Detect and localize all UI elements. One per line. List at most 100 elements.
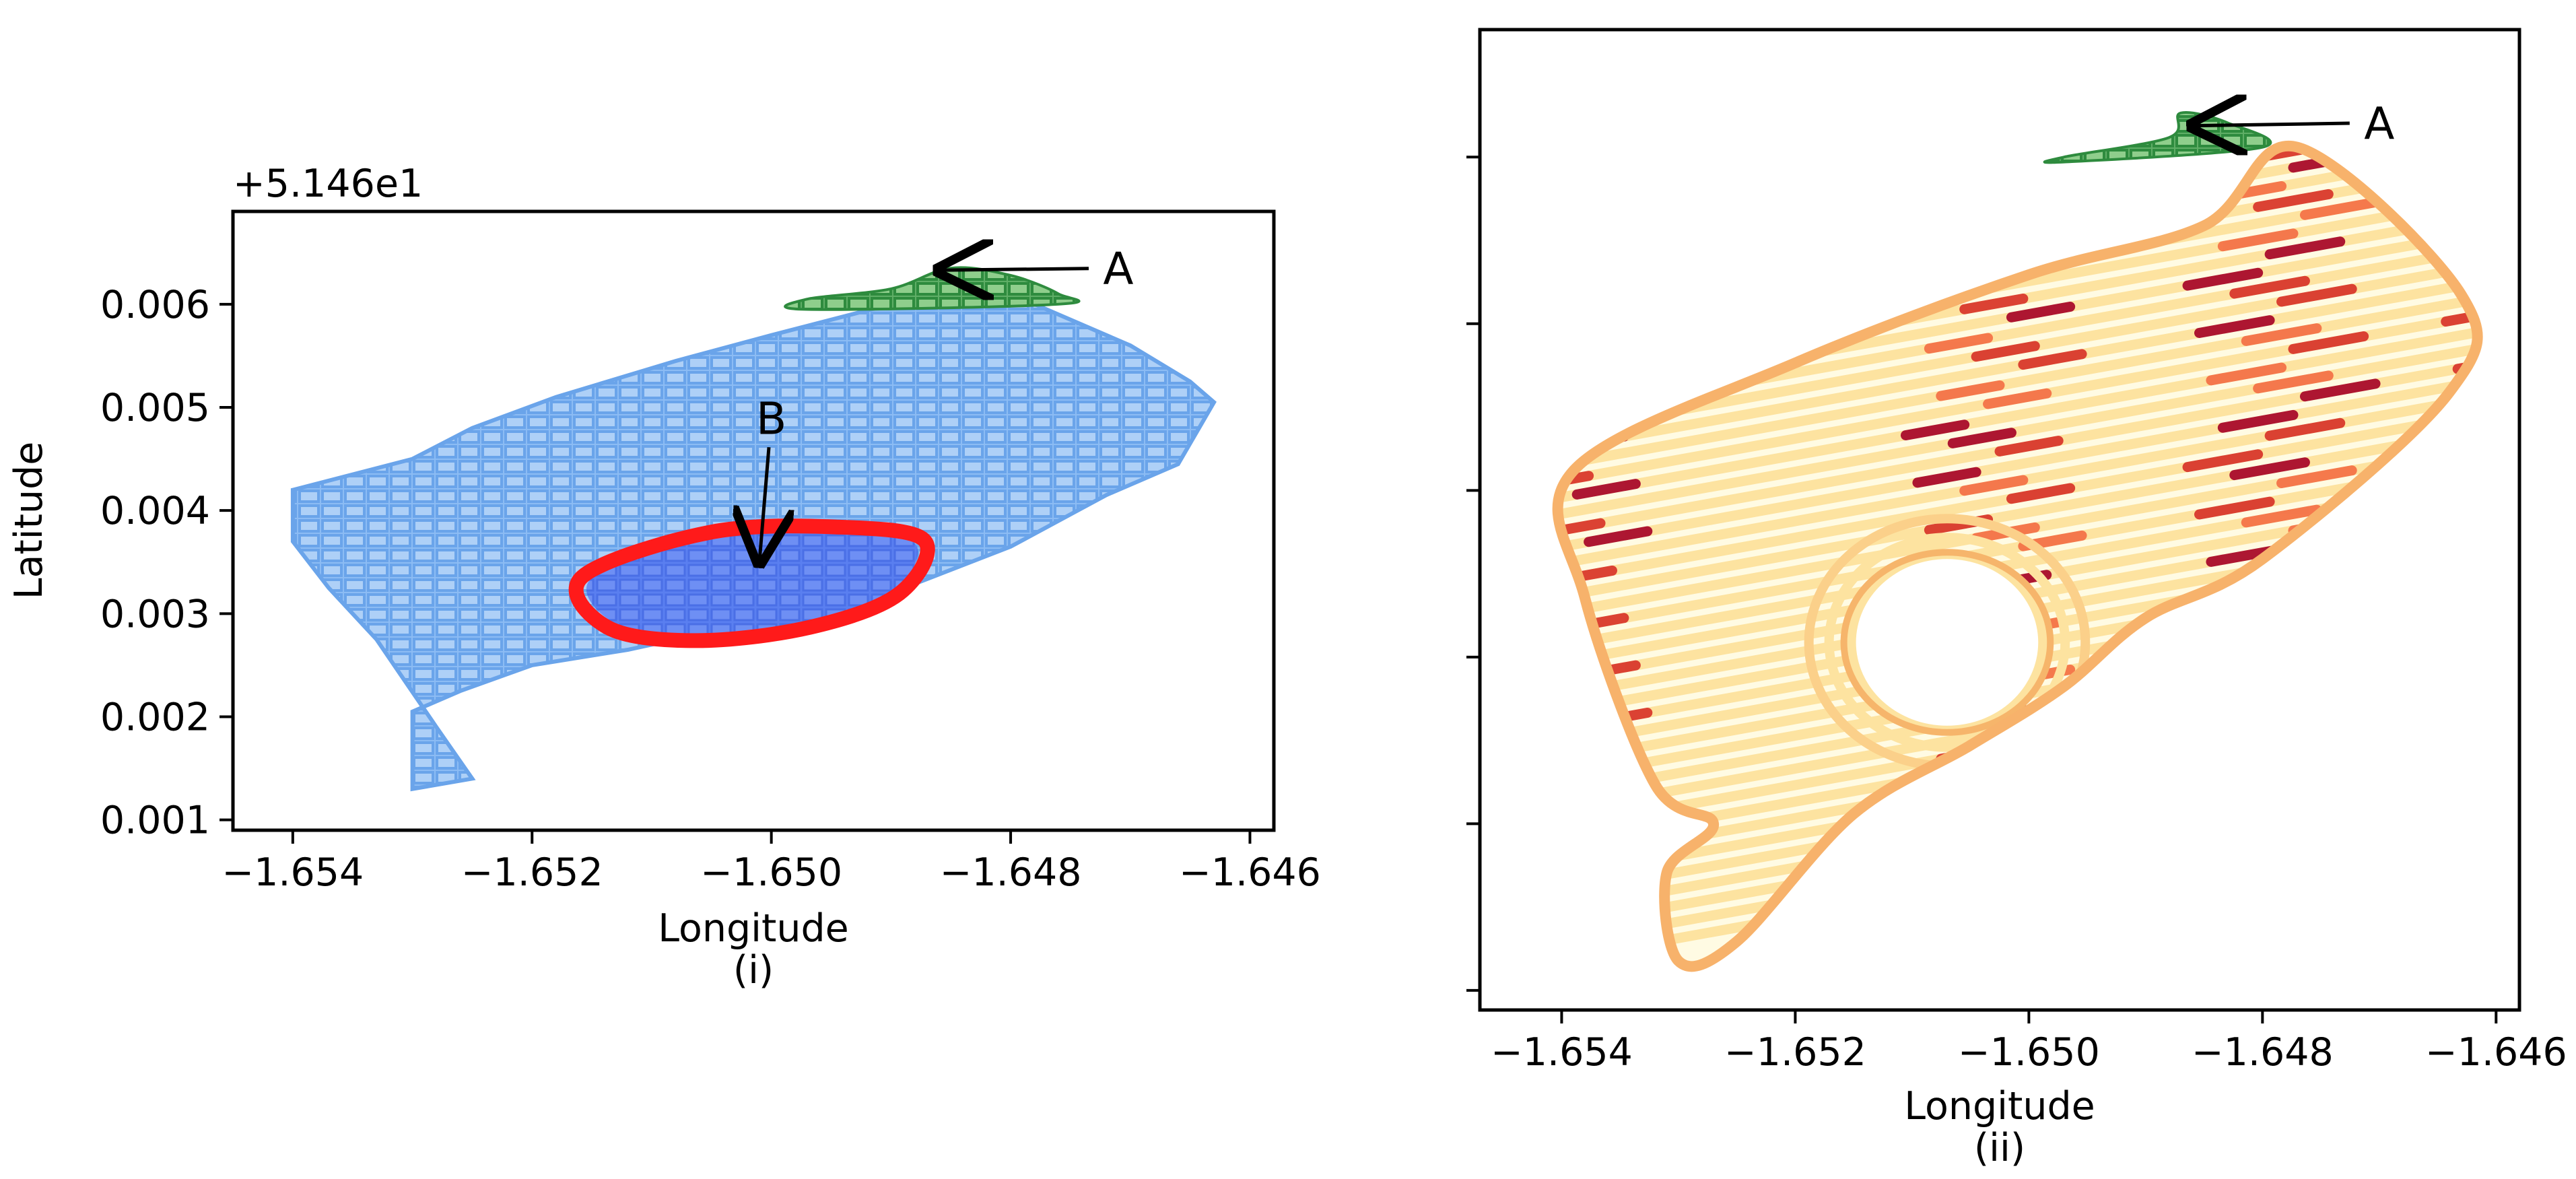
pass-segment xyxy=(2264,599,2346,623)
pass-segment xyxy=(1900,419,1970,440)
pass-segment xyxy=(1557,423,1582,444)
pass-segment xyxy=(1557,510,1559,531)
pass-segment xyxy=(2552,562,2575,566)
pass-segment xyxy=(1947,246,2016,267)
hole-no-crop xyxy=(1856,559,2039,726)
pass-segment xyxy=(1565,73,1624,84)
annotation-label: B xyxy=(756,393,786,444)
pass-segment xyxy=(2528,645,2575,654)
pass-segment xyxy=(2276,465,2357,488)
pass-segment xyxy=(1571,297,1641,318)
pass-segment xyxy=(1936,199,2005,220)
pass-segment xyxy=(2258,13,2329,26)
pass-segment xyxy=(1971,341,2040,362)
pass-segment xyxy=(2516,51,2575,62)
pass-segment xyxy=(2528,100,2575,109)
pass-segment xyxy=(2563,612,2575,614)
pass-segment xyxy=(2241,323,2322,346)
pass-segment xyxy=(2264,780,2346,804)
pass-segment xyxy=(2452,716,2478,737)
pass-segment xyxy=(2299,378,2381,402)
pass-line xyxy=(1557,145,2478,216)
pass-line xyxy=(1557,145,2478,166)
panel-i-offset-text: +5.146e1 xyxy=(233,162,423,206)
pass-segment xyxy=(2194,496,2275,520)
pass-segment xyxy=(1557,242,1582,263)
pass-segment xyxy=(2253,189,2334,212)
pass-segment xyxy=(1988,30,2047,41)
headland-outer xyxy=(1552,140,2483,972)
pass-segment xyxy=(2299,560,2381,583)
pass-segment xyxy=(2270,60,2340,73)
pass-segment xyxy=(2452,172,2478,193)
pass-segment xyxy=(2476,448,2478,469)
pass-segment xyxy=(2552,199,2575,203)
pass-line xyxy=(1413,0,2576,79)
pass-segment xyxy=(1557,384,1617,405)
pass-segment xyxy=(1584,526,1653,547)
x-tick-label: −1.652 xyxy=(461,850,603,895)
pass-segment xyxy=(2182,812,2264,836)
annotation-arrow xyxy=(759,446,769,562)
pass-segment xyxy=(1571,479,1641,500)
pass-segment xyxy=(2188,92,2258,104)
pass-segment xyxy=(2206,725,2287,749)
pass-segment xyxy=(1557,337,1606,358)
pass-segment xyxy=(2516,232,2575,243)
pass-segment xyxy=(2241,504,2322,528)
pass-segment xyxy=(2299,197,2381,220)
pass-segment xyxy=(1530,113,1588,124)
pass-segment xyxy=(2264,236,2346,260)
pass-segment xyxy=(2563,430,2575,432)
pass-segment xyxy=(1557,920,1571,941)
pass-segment xyxy=(1483,286,1542,297)
pass-segment xyxy=(2516,414,2575,425)
pass-line xyxy=(1557,720,2478,942)
panel-ii-caption: (ii) xyxy=(1974,1126,2025,1170)
pass-segment xyxy=(2206,362,2287,386)
pass-segment xyxy=(2540,513,2575,519)
y-tick-label: 0.001 xyxy=(100,799,210,843)
annotation-a: A xyxy=(939,243,1134,295)
pass-segment xyxy=(1557,739,1571,760)
x-tick-label: −1.650 xyxy=(1958,1030,2100,1075)
pass-segment xyxy=(2276,283,2357,307)
pass-segment xyxy=(1571,842,1641,863)
pass-segment xyxy=(2493,137,2551,148)
pass-segment xyxy=(2018,712,2087,733)
pass-segment xyxy=(2505,366,2563,377)
pass-segment xyxy=(2552,744,2575,748)
pass-segment xyxy=(2299,741,2381,765)
pass-segment xyxy=(1584,889,1653,910)
pass-segment xyxy=(1483,468,1542,479)
pass-segment xyxy=(2481,90,2540,101)
annotation-b: B xyxy=(756,393,786,562)
pass-segment xyxy=(1557,147,1559,168)
pass-segment xyxy=(2441,487,2478,508)
pass-segment xyxy=(2452,535,2478,555)
panel-ii-x-label: Longitude xyxy=(1904,1084,2095,1129)
panel-i-x-label: Longitude xyxy=(658,906,849,951)
pass-line xyxy=(1557,753,2478,967)
pass-segment xyxy=(2540,331,2575,337)
pass-segment xyxy=(1557,928,1617,949)
pass-segment xyxy=(2288,694,2369,717)
pass-segment xyxy=(1959,475,2029,496)
pass-segment xyxy=(1557,518,1606,539)
pass-line xyxy=(1557,736,2478,958)
panel-ii-annotations: A xyxy=(2192,98,2394,149)
pass-segment xyxy=(1900,238,1970,259)
pass-segment xyxy=(2493,319,2551,330)
pass-segment xyxy=(1557,700,1606,720)
pass-segment xyxy=(1947,428,2016,448)
region-a xyxy=(784,266,1081,311)
pass-segment xyxy=(1947,790,2016,811)
pass-line xyxy=(1557,769,2478,967)
region-b xyxy=(586,530,918,636)
panel-i-frame xyxy=(231,209,1276,832)
y-tick-label: 0.005 xyxy=(100,386,210,430)
pass-segment xyxy=(2305,21,2375,34)
pass-segment xyxy=(1557,605,1582,626)
x-tick-label: −1.652 xyxy=(1724,1030,1866,1075)
pass-segment xyxy=(2446,129,2505,140)
